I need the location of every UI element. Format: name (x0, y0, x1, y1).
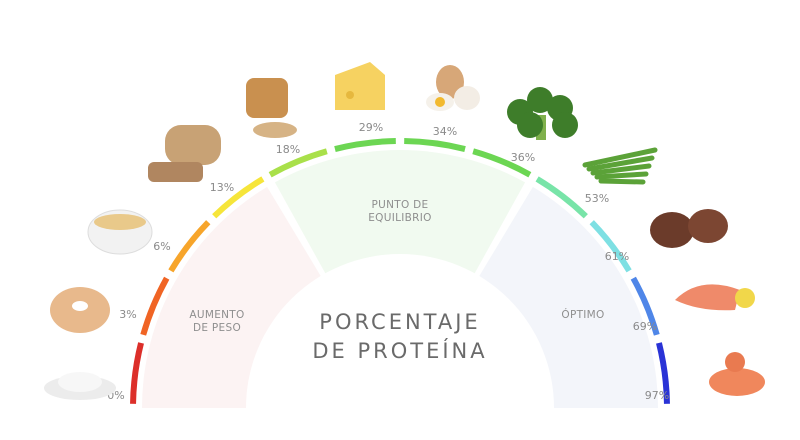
percent-label: 3% (119, 308, 136, 321)
asparagus-icon (582, 147, 658, 185)
bread-icon (148, 125, 221, 182)
eggs-icon (426, 65, 480, 111)
center-disc (246, 254, 554, 408)
zone-label-weight-gain-2: DE PESO (193, 322, 241, 334)
percent-label: 61% (605, 250, 629, 263)
scale-segment (130, 342, 144, 404)
scale-segment (334, 138, 396, 152)
scale-segment (535, 176, 588, 219)
zone-label-balance-1: PUNTO DE (371, 199, 428, 211)
scale-segment (140, 276, 170, 336)
title-line-1: PORCENTAJE (319, 310, 480, 334)
scale-segment (168, 220, 211, 273)
scale-segment (212, 176, 265, 219)
percent-label: 53% (585, 192, 609, 205)
cheese-icon (335, 62, 385, 110)
steak-icon (650, 209, 728, 248)
percent-label: 18% (276, 143, 300, 156)
salmon-icon (675, 284, 755, 311)
title-line-2: DE PROTEÍNA (312, 338, 487, 363)
percent-label: 34% (433, 125, 457, 138)
percent-label: 13% (210, 181, 234, 194)
percent-label: 36% (511, 151, 535, 164)
peanut-butter-icon (246, 78, 297, 138)
scale-segment (656, 342, 670, 404)
sugar-icon (44, 372, 116, 400)
percent-label: 69% (633, 320, 657, 333)
donut-icon (50, 287, 110, 333)
zone-label-optimal: ÓPTIMO (561, 308, 604, 321)
shrimp-icon (709, 352, 765, 396)
cereal-bowl-icon (87, 209, 153, 255)
percent-label: 97% (645, 389, 669, 402)
zone-label-balance-2: EQUILIBRIO (368, 212, 432, 224)
scale-segment (404, 138, 466, 152)
scale-segment (589, 220, 632, 273)
scale-segment (268, 148, 328, 178)
percent-label: 6% (153, 240, 170, 253)
broccoli-icon (507, 87, 578, 140)
scale-segment (630, 276, 660, 336)
scale-segment (472, 148, 532, 178)
percent-label: 29% (359, 121, 383, 134)
zone-label-weight-gain-1: AUMENTO (189, 309, 244, 321)
